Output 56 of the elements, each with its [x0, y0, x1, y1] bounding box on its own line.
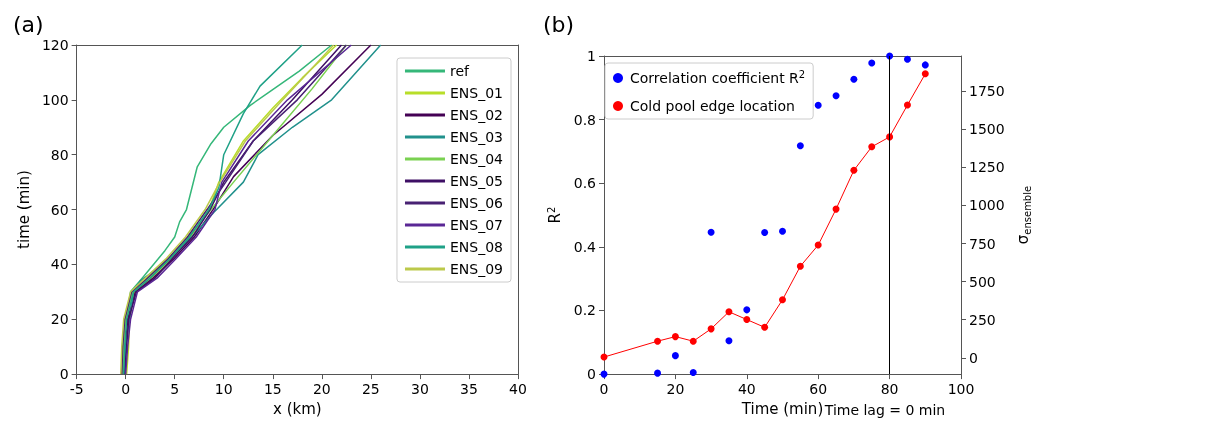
legend-label: ENS_07	[449, 217, 504, 233]
y-tick-label: 80	[50, 146, 69, 163]
x-tick-label: 40	[737, 381, 756, 398]
x-tick-label: 40	[509, 381, 527, 398]
y2-tick-label: 1000	[969, 197, 1005, 214]
legend-label: Cold pool edge location	[630, 98, 795, 114]
text: Time lag = 0 min	[823, 402, 946, 418]
legend-label: ENS_08	[449, 239, 504, 255]
chart-title: (b)	[543, 11, 575, 37]
y-tick-label: 1	[587, 48, 596, 64]
x-tick-label: 60	[809, 381, 828, 398]
x-tick-label: 100	[947, 381, 975, 398]
y-tick-label: 0.8	[573, 111, 596, 128]
x-tick-label: 20	[312, 381, 331, 398]
x-tick-label: -5	[69, 381, 84, 398]
x-tick-label: 80	[880, 381, 899, 398]
legend-label: ENS_05	[449, 173, 504, 189]
legend-label: ENS_04	[449, 151, 504, 167]
y2-tick-label: 1500	[969, 121, 1005, 138]
x-tick-label: 35	[460, 381, 478, 398]
y-tick-label: 120	[41, 37, 69, 53]
legend-label: ref	[449, 63, 471, 79]
legend-label: ENS_06	[449, 195, 504, 211]
x-tick-label: 15	[263, 381, 282, 398]
y-tick-label: 0.2	[573, 302, 596, 319]
y-axis-title: time (min)	[14, 170, 33, 249]
y-tick-label: 40	[50, 256, 69, 273]
y2-tick-label: 750	[969, 235, 996, 252]
y-tick-label: 60	[50, 201, 69, 218]
y-tick-label: 0	[59, 366, 69, 383]
legend-label: ENS_03	[449, 129, 504, 145]
y-axis-title: R2	[545, 206, 564, 224]
x-axis-title: x (km)	[272, 399, 322, 418]
legend-label: ENS_01	[449, 85, 504, 101]
y2-tick-label: 1750	[969, 83, 1005, 100]
chart-title: (a)	[13, 11, 44, 37]
x-tick-label: 30	[411, 381, 429, 398]
y-tick-label: 100	[41, 91, 69, 108]
x-tick-label: 20	[666, 381, 685, 398]
y2-tick-label: 0	[969, 349, 978, 366]
x-tick-label: 25	[361, 381, 380, 398]
legend-label: ENS_09	[449, 261, 504, 277]
y2-tick-label: 500	[969, 273, 996, 290]
y-tick-label: 0.6	[573, 175, 597, 192]
y-tick-label: 0.4	[573, 238, 597, 255]
x-tick-label: 0	[121, 381, 131, 398]
y2-tick-label: 1250	[969, 159, 1005, 176]
y2-tick-label: 250	[969, 311, 996, 328]
y-tick-label: 0	[587, 366, 596, 383]
y-tick-label: 20	[50, 311, 69, 328]
x-axis-title: Time (min)	[740, 399, 824, 418]
x-tick-label: 0	[599, 381, 609, 398]
legend-label: ENS_02	[449, 107, 504, 123]
x-tick-label: 10	[214, 381, 233, 398]
x-tick-label: 5	[170, 381, 180, 398]
y2-axis-title: σensemble	[1014, 185, 1033, 245]
